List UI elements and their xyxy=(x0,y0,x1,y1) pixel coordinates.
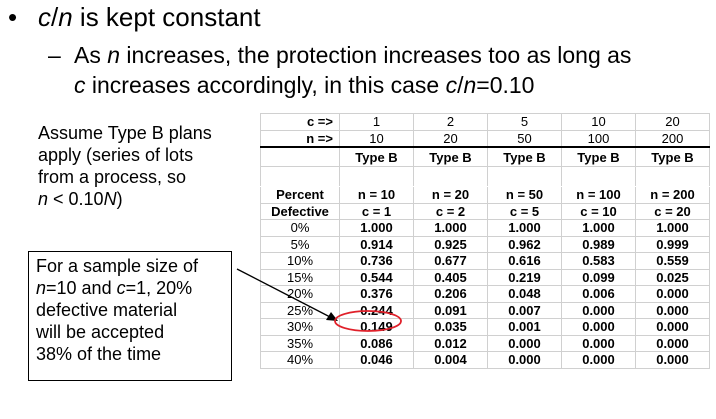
probability-cell: 0.736 xyxy=(339,252,414,270)
table-row: 40% 0.046 0.004 0.000 0.000 0.000 xyxy=(260,351,710,369)
table-row: 10% 0.736 0.677 0.616 0.583 0.559 xyxy=(260,252,710,270)
table-row: 30% 0.149 0.035 0.001 0.000 0.000 xyxy=(260,318,710,336)
percent-cell: 25% xyxy=(260,301,340,319)
probability-cell: 0.091 xyxy=(413,301,488,319)
plan-c: c = 1 xyxy=(339,202,414,220)
probability-cell: 0.219 xyxy=(487,268,562,286)
callout-line: For a sample size of xyxy=(36,256,199,276)
probability-cell: 0.999 xyxy=(635,235,710,253)
callout-line: 38% of the time xyxy=(36,344,162,364)
table-row: 0% 1.000 1.000 1.000 1.000 1.000 xyxy=(260,219,710,237)
percent-cell: 35% xyxy=(260,334,340,352)
probability-cell: 0.025 xyxy=(635,268,710,286)
assume-line: from a process, so xyxy=(38,167,187,187)
var-c: c xyxy=(74,72,86,98)
n-value: 100 xyxy=(561,129,636,148)
n-value: 200 xyxy=(635,129,710,148)
sub-text: increases accordingly, in this case xyxy=(85,72,446,98)
oc-table: c => 1 2 5 10 20 n => 10 20 50 100 200 T… xyxy=(260,113,710,369)
probability-cell: 0.989 xyxy=(561,235,636,253)
percent-cell: 10% xyxy=(260,252,340,270)
var-c: c xyxy=(445,72,458,98)
var-n: n xyxy=(107,42,121,68)
table-row-c: c => 1 2 5 10 20 xyxy=(260,113,710,131)
sub-line-2: c increases accordingly, in this case c/… xyxy=(48,70,631,100)
table-row-plan-n: Percent n = 10 n = 20 n = 50 n = 100 n =… xyxy=(260,186,710,204)
assume-text: ) xyxy=(116,189,123,209)
percent-cell: 15% xyxy=(260,268,340,286)
callout-line: n=10 and c=1, 20% xyxy=(36,277,231,299)
table-row: 5% 0.914 0.925 0.962 0.989 0.999 xyxy=(260,235,710,253)
probability-cell: 1.000 xyxy=(487,219,562,237)
var-c: c xyxy=(38,2,51,32)
assume-line: n < 0.10N) xyxy=(38,188,253,210)
probability-cell: 0.000 xyxy=(635,351,710,369)
sub-bullet: – As n increases, the protection increase… xyxy=(48,40,631,100)
heading-rest: is kept constant xyxy=(72,2,261,32)
var-n: n xyxy=(463,72,477,98)
probability-cell: 0.048 xyxy=(487,285,562,303)
bullet-dot: • xyxy=(8,2,18,32)
callout-box: For a sample size of n=10 and c=1, 20% d… xyxy=(28,251,232,381)
probability-cell: 0.925 xyxy=(413,235,488,253)
plan-n: n = 10 xyxy=(339,186,414,204)
plan-c: c = 10 xyxy=(561,202,636,220)
type-value: Type B xyxy=(561,146,636,167)
slash: / xyxy=(457,72,464,98)
assume-line: Assume Type B plans xyxy=(38,123,212,143)
gap-cell xyxy=(635,166,710,187)
probability-cell: 1.000 xyxy=(413,219,488,237)
sub-line-1: – As n increases, the protection increase… xyxy=(48,40,631,70)
probability-cell: 0.000 xyxy=(561,351,636,369)
sub-text: increases, the protection increases too … xyxy=(120,42,632,68)
probability-cell: 0.000 xyxy=(635,334,710,352)
callout-text: =1, 20% xyxy=(125,278,193,298)
assume-text: < 0.10 xyxy=(48,189,104,209)
var-n: n xyxy=(38,189,49,209)
ratio-value: =0.10 xyxy=(476,72,535,98)
assumption-text: Assume Type B plans apply (series of lot… xyxy=(38,122,253,210)
plan-n: n = 50 xyxy=(487,186,562,204)
table-row-n: n => 10 20 50 100 200 xyxy=(260,129,710,148)
callout-line: defective material xyxy=(36,300,178,320)
callout-line: will be accepted xyxy=(36,322,165,342)
sub-text: As xyxy=(74,42,108,68)
bullet-heading: • c/n is kept constant xyxy=(8,2,261,32)
probability-cell: 0.004 xyxy=(413,351,488,369)
callout-arrow-line xyxy=(236,268,333,319)
probability-cell: 0.914 xyxy=(339,235,414,253)
slash: / xyxy=(51,2,59,32)
var-n: n xyxy=(58,2,73,32)
var-n: n xyxy=(36,278,47,298)
table-row-gap xyxy=(260,166,710,187)
data-rows: 0% 1.000 1.000 1.000 1.000 1.000 5% 0.914 0.925 0… xyxy=(260,219,710,369)
plan-n: n = 20 xyxy=(413,186,488,204)
callout-text: =10 and xyxy=(46,278,117,298)
var-N: N xyxy=(103,189,117,209)
assume-line: apply (series of lots xyxy=(38,145,194,165)
percent-cell: 40% xyxy=(260,351,340,369)
dash: – xyxy=(48,42,61,68)
type-value: Type B xyxy=(487,146,562,167)
percent-cell: 20% xyxy=(260,285,340,303)
probability-cell: 1.000 xyxy=(635,219,710,237)
plan-n: n = 200 xyxy=(635,186,710,204)
highlight-ellipse xyxy=(334,310,402,332)
var-c: c xyxy=(116,278,126,298)
plan-c: c = 5 xyxy=(487,202,562,220)
probability-cell: 0.000 xyxy=(487,351,562,369)
